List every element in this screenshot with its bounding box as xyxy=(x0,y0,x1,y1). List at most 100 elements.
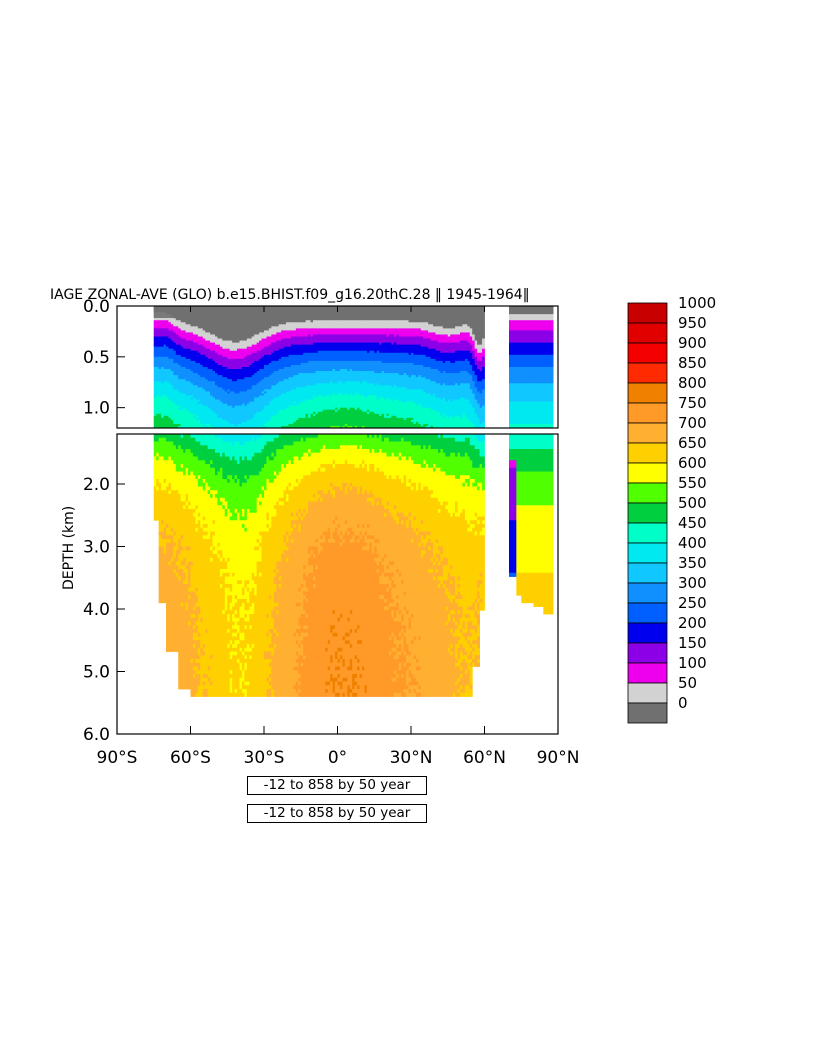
upper-cell xyxy=(229,354,233,358)
upper-cell xyxy=(256,391,260,394)
upper-cell xyxy=(163,344,167,348)
upper-cell xyxy=(215,373,218,376)
upper-cell xyxy=(347,336,351,339)
upper-cell xyxy=(215,356,218,360)
upper-cell xyxy=(207,362,211,366)
upper-cell xyxy=(264,324,267,327)
upper-cell xyxy=(215,421,218,425)
upper-cell xyxy=(237,318,240,321)
upper-cell xyxy=(163,336,167,339)
upper-cell xyxy=(298,369,302,372)
upper-cell xyxy=(219,405,223,409)
upper-cell xyxy=(175,409,179,413)
upper-cell xyxy=(327,391,331,394)
upper-cell xyxy=(293,352,297,356)
upper-cell xyxy=(158,397,162,400)
upper-cell xyxy=(327,324,331,327)
upper-cell xyxy=(168,385,172,388)
upper-cell xyxy=(175,346,179,350)
upper-cell xyxy=(207,385,211,388)
upper-cell xyxy=(259,352,262,356)
upper-cell xyxy=(278,383,282,386)
upper-cell xyxy=(347,362,351,366)
upper-cell xyxy=(244,405,248,409)
upper-cell xyxy=(200,344,204,348)
upper-cell xyxy=(320,371,324,374)
upper-cell xyxy=(315,328,319,331)
upper-cell xyxy=(293,415,297,419)
upper-cell xyxy=(337,415,341,419)
upper-cell xyxy=(261,407,265,411)
upper-cell xyxy=(315,397,319,400)
upper-cell xyxy=(349,336,353,339)
upper-cell xyxy=(313,336,316,339)
upper-cell xyxy=(161,401,164,404)
upper-cell xyxy=(192,383,196,386)
upper-cell xyxy=(327,342,331,346)
upper-cell xyxy=(190,405,194,409)
upper-cell xyxy=(166,348,169,352)
upper-cell xyxy=(205,358,209,362)
upper-cell xyxy=(175,369,179,372)
upper-cell xyxy=(237,377,240,380)
upper-cell xyxy=(180,421,184,425)
upper-cell xyxy=(254,367,258,370)
upper-cell xyxy=(276,371,280,374)
upper-cell xyxy=(259,332,262,335)
upper-cell xyxy=(317,352,321,356)
upper-cell xyxy=(317,328,321,331)
upper-cell xyxy=(237,379,240,382)
upper-cell xyxy=(349,354,353,358)
upper-cell xyxy=(249,328,253,331)
upper-cell xyxy=(342,421,346,425)
upper-cell xyxy=(158,399,162,402)
upper-cell xyxy=(178,340,182,343)
upper-cell xyxy=(264,387,267,390)
upper-cell xyxy=(286,324,289,327)
upper-cell xyxy=(222,423,226,427)
upper-cell xyxy=(219,375,223,378)
upper-cell xyxy=(339,377,343,380)
upper-cell xyxy=(156,393,160,396)
upper-cell xyxy=(327,328,331,331)
upper-cell xyxy=(283,375,287,378)
upper-cell xyxy=(241,326,245,329)
upper-cell xyxy=(175,342,179,346)
upper-cell xyxy=(327,352,331,356)
upper-cell xyxy=(237,346,240,350)
upper-cell xyxy=(281,421,284,425)
upper-cell xyxy=(207,393,211,396)
upper-cell xyxy=(352,391,356,394)
upper-cell xyxy=(180,367,184,370)
upper-cell xyxy=(195,415,199,419)
upper-cell xyxy=(190,364,194,368)
upper-cell xyxy=(195,358,199,362)
upper-cell xyxy=(322,318,326,321)
upper-cell xyxy=(327,334,331,337)
upper-cell xyxy=(322,344,326,348)
upper-cell xyxy=(308,340,311,343)
upper-cell xyxy=(251,334,255,337)
upper-cell xyxy=(175,322,179,325)
upper-cell xyxy=(330,387,333,390)
upper-cell xyxy=(244,373,248,376)
upper-cell xyxy=(251,425,255,428)
upper-cell xyxy=(305,421,309,425)
upper-cell xyxy=(212,350,216,354)
upper-cell xyxy=(259,397,262,400)
upper-cell xyxy=(158,358,162,362)
upper-cell xyxy=(170,401,174,404)
upper-cell xyxy=(222,425,226,428)
upper-cell xyxy=(158,336,162,339)
upper-cell xyxy=(332,421,336,425)
upper-cell xyxy=(237,421,240,425)
upper-cell xyxy=(352,417,356,421)
upper-cell xyxy=(342,407,346,411)
upper-cell xyxy=(185,328,189,331)
upper-cell xyxy=(219,383,223,386)
upper-cell xyxy=(175,387,179,390)
upper-cell xyxy=(185,324,189,327)
upper-cell xyxy=(354,364,358,368)
upper-cell xyxy=(175,330,179,333)
upper-cell xyxy=(322,413,326,417)
